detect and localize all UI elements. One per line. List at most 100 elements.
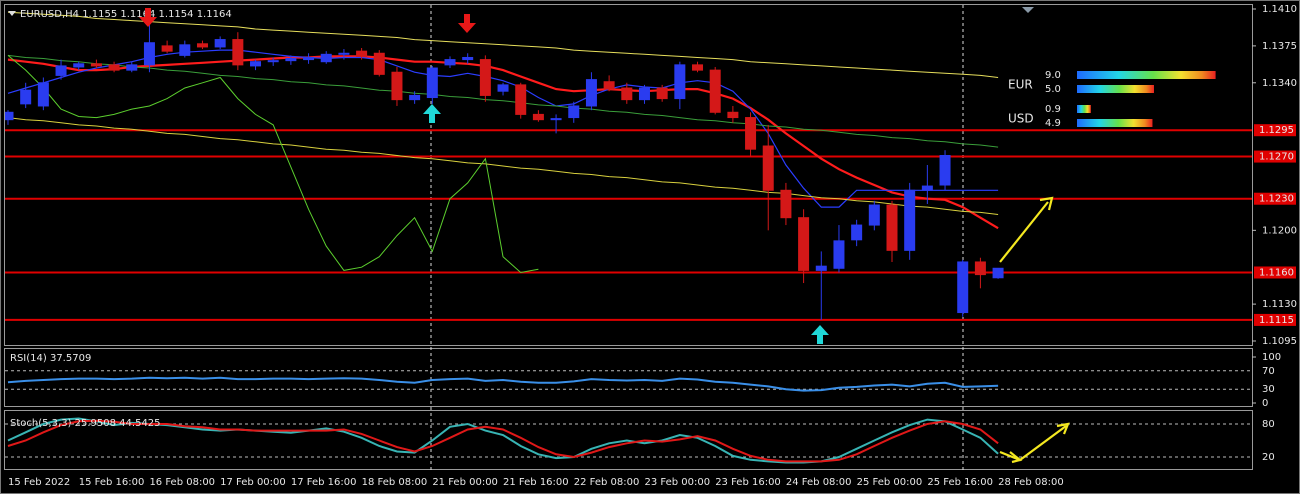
indicator-line [7, 117, 999, 215]
candle-body [5, 111, 14, 121]
x-tick-label: 21 Feb 16:00 [503, 477, 569, 488]
candle-body [303, 56, 315, 61]
candle-body [73, 63, 85, 68]
y-tick-label: 1.1200 [1262, 225, 1297, 236]
shift-marker[interactable] [1022, 7, 1034, 13]
stoch-title: Stoch(5,3,3) 25.9508 44.5425 [10, 418, 161, 429]
level-label: 1.1295 [1259, 125, 1294, 136]
level-label: 1.1160 [1259, 267, 1294, 278]
x-tick-label: 17 Feb 00:00 [220, 477, 286, 488]
arrow-head [1056, 422, 1070, 435]
level-label-box [1254, 124, 1296, 137]
candle-body [939, 155, 951, 186]
x-tick-label: 15 Feb 16:00 [79, 477, 145, 488]
candle-body [780, 189, 792, 219]
x-tick-label: 25 Feb 16:00 [927, 477, 993, 488]
currency-name: EUR [1008, 78, 1033, 92]
candle-body [126, 64, 138, 71]
indicator-line [7, 55, 999, 230]
candle-body [798, 217, 810, 271]
candle-body [904, 189, 916, 251]
candle-body [762, 145, 774, 191]
candle-body [851, 224, 863, 241]
rsi-tick-label: 100 [1262, 352, 1281, 363]
stoch-line [7, 419, 999, 463]
x-tick-label: 23 Feb 00:00 [644, 477, 710, 488]
level-label-box [1254, 313, 1296, 326]
candle-body [409, 94, 421, 101]
x-tick-label: 22 Feb 08:00 [574, 477, 640, 488]
y-tick-label: 1.1095 [1262, 336, 1297, 347]
indicator-line [7, 54, 999, 148]
stoch-panel [4, 410, 1253, 470]
level-label: 1.1230 [1259, 194, 1294, 205]
candle-body [992, 267, 1004, 279]
candle-body [974, 261, 986, 276]
rsi-tick-label: 0 [1262, 398, 1268, 409]
level-label-box [1254, 266, 1296, 279]
candle-body [320, 53, 332, 63]
x-tick-label: 18 Feb 08:00 [362, 477, 428, 488]
strength-value: 0.9 [1045, 104, 1061, 115]
axes: 1.1410 1.1375 1.1340 1.1200 1.1130 1.1095 1.12… [8, 4, 1297, 488]
rsi-line [7, 376, 999, 392]
sell-arrow [458, 14, 476, 33]
candle-body [462, 56, 474, 61]
candle-body [727, 111, 739, 119]
x-tick-label: 24 Feb 08:00 [786, 477, 852, 488]
stoch-tick-label: 80 [1262, 419, 1275, 430]
y-tick-label: 1.1130 [1262, 299, 1297, 310]
strength-bar [1077, 85, 1154, 93]
indicator-line [7, 11, 999, 78]
candle-body [550, 118, 562, 121]
candle-body [921, 185, 933, 191]
y-tick-label: 1.1375 [1262, 41, 1297, 52]
candle-body [55, 65, 67, 76]
candle-body [886, 204, 898, 251]
rsi-panel [4, 348, 1253, 407]
level-label-box [1254, 192, 1296, 205]
candle-body [373, 52, 385, 75]
trend-arrows [999, 196, 1070, 464]
candle-body [338, 52, 350, 55]
candle-body [232, 39, 244, 66]
x-tick-label: 25 Feb 00:00 [857, 477, 923, 488]
candle-body [709, 69, 721, 113]
candle-body [585, 79, 597, 107]
level-label: 1.1115 [1259, 315, 1294, 326]
arrow-head [1009, 451, 1023, 464]
level-label: 1.1270 [1259, 152, 1294, 163]
stoch-tick-label: 20 [1262, 452, 1275, 463]
stoch-line [7, 417, 999, 464]
strength-bar [1077, 71, 1216, 79]
currency-strength: EUR 9.0 5.0 USD 0.9 4.9 [1008, 70, 1216, 129]
candle-body [745, 117, 757, 150]
y-tick-label: 1.1410 [1262, 4, 1297, 15]
main-panel [4, 4, 1253, 346]
rsi-title: RSI(14) 37.5709 [10, 353, 91, 364]
x-tick-label: 15 Feb 2022 [8, 477, 70, 488]
candle-body [638, 87, 650, 101]
candle-body [957, 261, 969, 314]
candle-body [515, 84, 527, 115]
x-tick-label: 16 Feb 08:00 [149, 477, 215, 488]
candle-body [20, 89, 32, 105]
buy-arrow [811, 325, 829, 344]
strength-bar [1077, 105, 1091, 113]
strength-value: 4.9 [1045, 118, 1061, 129]
stoch-plot [5, 417, 1252, 464]
strength-value: 9.0 [1045, 70, 1061, 81]
candle-body [603, 81, 615, 90]
currency-name: USD [1008, 112, 1034, 126]
x-tick-label: 21 Feb 00:00 [432, 477, 498, 488]
candle-body [196, 43, 208, 48]
candle-body [143, 42, 155, 66]
chart-title: EURUSD,H4 1.1155 1.1164 1.1154 1.1164 [20, 9, 232, 20]
candle-body [868, 204, 880, 226]
candle-body [214, 39, 226, 48]
trend-arrow [999, 201, 1049, 263]
menu-triangle[interactable] [8, 11, 16, 16]
